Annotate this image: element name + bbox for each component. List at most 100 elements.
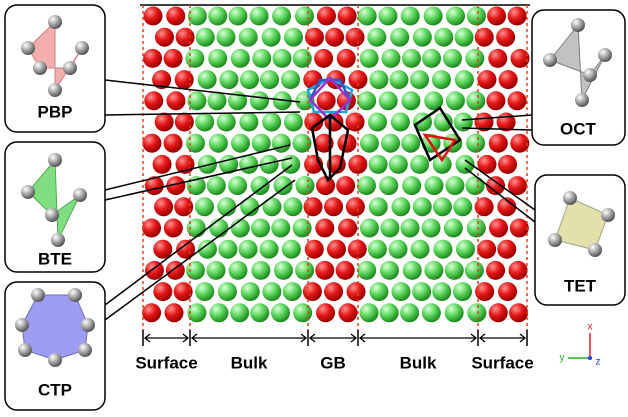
atom <box>369 197 388 216</box>
atom <box>368 113 387 132</box>
atom <box>251 219 270 238</box>
atom <box>413 28 432 47</box>
atom <box>401 7 420 26</box>
atom <box>346 113 365 132</box>
region-label: Bulk <box>231 353 268 372</box>
atom <box>422 49 441 68</box>
atom <box>389 240 408 259</box>
label: PBP <box>38 102 73 121</box>
atom <box>143 49 162 68</box>
atom <box>466 134 485 153</box>
atom <box>142 134 161 153</box>
atom <box>165 303 184 322</box>
atom <box>272 7 291 26</box>
atom <box>445 303 464 322</box>
atom <box>218 240 237 259</box>
region-label: Bulk <box>400 353 437 372</box>
atom <box>446 91 465 110</box>
atom <box>144 91 163 110</box>
atom <box>176 28 195 47</box>
atom <box>498 155 517 174</box>
atom <box>424 261 443 280</box>
atom <box>228 261 247 280</box>
atom <box>166 91 185 110</box>
axis-label: z <box>596 357 601 368</box>
atom <box>207 91 226 110</box>
atom <box>465 261 484 280</box>
atom <box>381 134 400 153</box>
atom <box>273 49 292 68</box>
atom <box>305 240 324 259</box>
atom <box>337 49 356 68</box>
atom <box>175 113 194 132</box>
box-pbp: PBP <box>5 5 105 132</box>
atom <box>401 134 420 153</box>
atom <box>315 261 334 280</box>
atom <box>381 49 400 68</box>
atom <box>175 70 194 89</box>
atom <box>496 28 515 47</box>
atom <box>325 28 344 47</box>
atom <box>217 113 236 132</box>
atom <box>346 28 365 47</box>
atom <box>262 28 281 47</box>
atom <box>434 28 453 47</box>
atom <box>389 155 408 174</box>
region-label: GB <box>320 353 346 372</box>
atom <box>348 240 367 259</box>
atom <box>282 240 301 259</box>
atom <box>379 91 398 110</box>
atom <box>186 134 205 153</box>
atom <box>509 261 528 280</box>
box-tet: TET <box>535 175 625 305</box>
atom <box>486 91 505 110</box>
atom <box>327 240 346 259</box>
axis-triad: x y z <box>560 322 601 368</box>
atom <box>367 28 386 47</box>
atom <box>207 176 226 195</box>
atom <box>262 197 281 216</box>
atom <box>295 261 314 280</box>
atom <box>432 282 451 301</box>
atom <box>410 70 429 89</box>
atom <box>209 134 228 153</box>
atom <box>251 176 270 195</box>
atom <box>317 7 336 26</box>
atom <box>369 70 388 89</box>
atom <box>198 70 217 89</box>
atom <box>188 7 207 26</box>
atom <box>315 219 334 238</box>
atom <box>400 303 419 322</box>
label: BTE <box>38 249 72 268</box>
atom <box>489 134 508 153</box>
atom <box>174 282 193 301</box>
atom <box>230 303 249 322</box>
atom <box>142 219 161 238</box>
atom <box>486 261 505 280</box>
atom <box>424 176 443 195</box>
atom <box>455 28 474 47</box>
atom <box>293 219 312 238</box>
atom <box>281 70 300 89</box>
atom <box>455 70 474 89</box>
atom <box>432 70 451 89</box>
atom <box>155 28 174 47</box>
atom <box>422 303 441 322</box>
atom <box>274 261 293 280</box>
atom <box>271 303 290 322</box>
atom <box>271 219 290 238</box>
atom <box>196 28 215 47</box>
atom <box>250 91 269 110</box>
atom <box>209 219 228 238</box>
atom <box>239 240 258 259</box>
atom <box>208 49 227 68</box>
atom <box>272 134 291 153</box>
atom <box>487 7 506 26</box>
atom <box>218 282 237 301</box>
atom <box>239 155 258 174</box>
atom <box>443 49 462 68</box>
atom <box>391 113 410 132</box>
atom <box>316 176 335 195</box>
atom <box>241 282 260 301</box>
